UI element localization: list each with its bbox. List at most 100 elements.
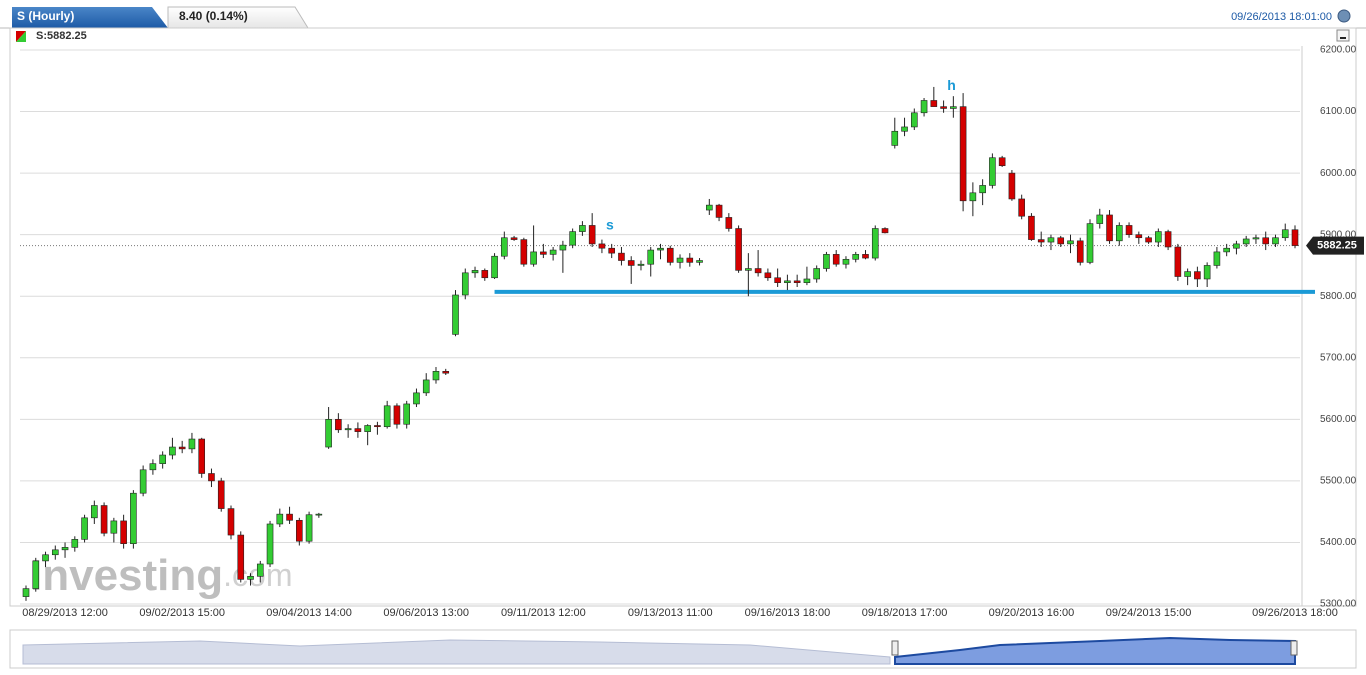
candle-body	[374, 425, 381, 428]
candle-body	[1018, 198, 1025, 217]
x-tick-label: 09/24/2013 15:00	[1106, 607, 1192, 619]
candle-body	[100, 505, 108, 534]
candle-body	[1223, 247, 1230, 253]
candle-body	[1174, 246, 1182, 277]
y-tick-label: 6000.00	[1320, 168, 1357, 179]
timestamp: 09/26/2013 18:01:00	[1231, 11, 1332, 23]
candle-body	[501, 237, 508, 257]
candle-body	[471, 270, 479, 274]
candle-body	[247, 575, 254, 580]
candle-body	[1047, 237, 1055, 243]
candle-body	[383, 405, 391, 428]
candle-body	[256, 563, 264, 577]
candle-body	[627, 260, 635, 266]
candle-body	[432, 371, 440, 381]
candle-body	[1115, 225, 1123, 242]
candle-body	[22, 588, 30, 597]
candle-body	[998, 157, 1006, 167]
navigator-handle[interactable]	[1290, 640, 1298, 656]
y-tick-label: 5900.00	[1320, 229, 1357, 240]
candle-body	[813, 268, 820, 280]
x-tick-label: 09/02/2013 15:00	[139, 607, 225, 619]
candle-body	[862, 254, 869, 259]
candle-body	[335, 419, 342, 431]
candle-body	[1203, 265, 1211, 280]
candle-body	[784, 280, 791, 283]
candle-body	[227, 508, 235, 536]
candle-body	[959, 106, 967, 202]
candle-body	[559, 244, 567, 251]
candle-body	[461, 272, 469, 296]
x-tick-label: 09/11/2013 12:00	[501, 607, 586, 619]
annotation: h	[947, 77, 956, 93]
candle-body	[666, 247, 674, 263]
candle-body	[540, 251, 547, 255]
navigator-window[interactable]	[894, 636, 1296, 665]
candle-body	[266, 523, 274, 565]
candle-body	[286, 513, 293, 521]
annotation: s	[606, 216, 614, 232]
candle-body	[120, 520, 127, 544]
candle-body	[989, 157, 996, 186]
candle-body	[579, 225, 586, 232]
candle-body	[520, 239, 528, 265]
candle-body	[1184, 271, 1191, 277]
candle-body	[764, 272, 772, 279]
candle-body	[979, 185, 986, 194]
candle-body	[608, 247, 615, 254]
candle-body	[1242, 238, 1250, 245]
candle-body	[1262, 237, 1270, 245]
candle-body	[1155, 231, 1162, 243]
candle-body	[588, 225, 596, 245]
candle-body	[1281, 229, 1289, 239]
candle-body	[715, 204, 723, 218]
candle-body	[1096, 214, 1104, 224]
candle-body	[569, 231, 576, 246]
candle-body	[823, 254, 830, 269]
candle-body	[637, 263, 645, 266]
candle-body	[91, 505, 98, 519]
candle-body	[530, 251, 537, 265]
candle-body	[110, 520, 118, 534]
candle-body	[452, 294, 459, 335]
navigator-handle[interactable]	[891, 640, 899, 656]
legend-icon-up	[16, 31, 26, 42]
candle-body	[1272, 237, 1279, 245]
candle-body	[950, 106, 957, 109]
settings-icon[interactable]	[1337, 9, 1351, 23]
candle-body	[178, 446, 186, 450]
candle-body	[940, 106, 947, 109]
candle-body	[198, 438, 206, 474]
title: S (Hourly)	[17, 9, 74, 23]
candle-body	[549, 249, 557, 255]
candle-body	[139, 469, 147, 494]
y-tick-label: 5700.00	[1320, 352, 1357, 363]
x-tick-label: 09/20/2013 16:00	[989, 607, 1075, 619]
candle-body	[871, 228, 879, 259]
candle-body	[442, 371, 450, 374]
x-tick-label: 09/04/2013 14:00	[266, 607, 352, 619]
candle-body	[891, 130, 899, 146]
candle-body	[159, 454, 166, 464]
watermark: Investing.com	[30, 551, 293, 600]
candle-body	[481, 270, 489, 279]
y-tick-label: 6200.00	[1320, 45, 1357, 56]
candle-body	[1106, 214, 1113, 242]
y-tick-label: 5800.00	[1320, 291, 1357, 302]
candle-body	[920, 100, 928, 114]
candle-body	[881, 228, 889, 234]
candle-body	[71, 539, 79, 548]
candle-body	[1252, 237, 1260, 240]
candle-body	[32, 560, 40, 589]
candle-body	[61, 547, 69, 551]
candle-body	[803, 278, 811, 283]
candle-body	[793, 280, 801, 283]
candle-body	[422, 379, 430, 394]
minimize-button[interactable]	[1336, 29, 1350, 42]
candle-body	[1135, 234, 1143, 239]
x-tick-label: 09/13/2013 11:00	[628, 607, 713, 619]
candle-body	[491, 255, 498, 279]
candle-body	[188, 438, 196, 450]
x-tick-label: 09/06/2013 13:00	[383, 607, 469, 619]
